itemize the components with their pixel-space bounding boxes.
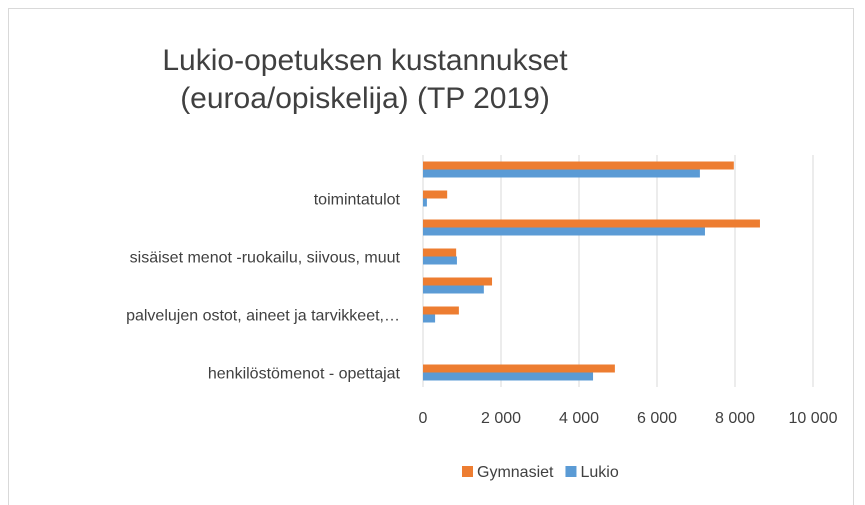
legend-label: Lukio [580, 464, 618, 481]
x-tick-label: 0 [419, 410, 428, 427]
bar [423, 198, 427, 207]
x-tick-label: 6 000 [637, 410, 677, 427]
bar [423, 277, 493, 286]
chart-frame [8, 8, 854, 505]
bar [423, 219, 760, 228]
bar [423, 372, 594, 381]
y-tick-label: palvelujen ostot, aineet ja tarvikkeet,… [126, 308, 400, 325]
y-tick-label: sisäiset menot -ruokailu, siivous, muut [130, 250, 401, 267]
bar [423, 256, 457, 265]
chart-title: Lukio-opetuksen kustannukset (euroa/opis… [162, 44, 568, 115]
bar [423, 169, 700, 178]
y-tick-label: henkilöstömenot - opettajat [208, 366, 401, 383]
bar [423, 306, 459, 315]
x-tick-label: 8 000 [715, 410, 755, 427]
legend-swatch [462, 466, 473, 477]
legend-swatch [565, 466, 577, 477]
x-tick-label: 10 000 [789, 410, 838, 427]
bar [423, 227, 705, 236]
bar [423, 190, 448, 199]
bar [423, 364, 615, 373]
x-tick-label: 2 000 [481, 410, 521, 427]
legend-label: Gymnasiet [477, 464, 554, 481]
x-tick-label: 4 000 [559, 410, 599, 427]
bar [423, 285, 484, 294]
bar [423, 248, 457, 257]
bar [423, 314, 436, 323]
y-tick-label: toimintatulot [314, 192, 401, 209]
bar [423, 161, 734, 170]
